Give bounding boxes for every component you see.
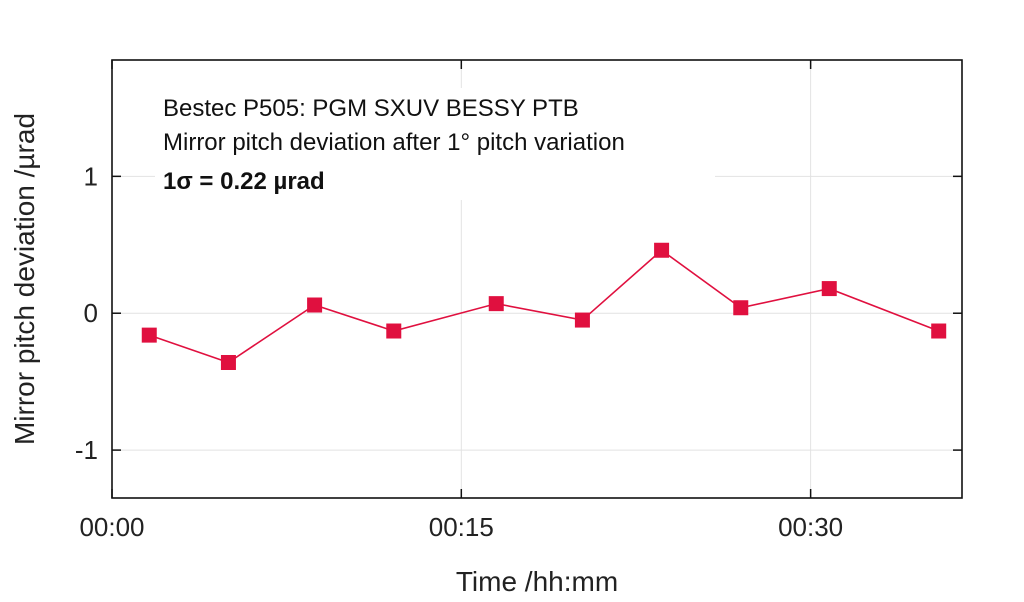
series-line — [148, 249, 940, 364]
annotation-line-3: 1σ = 0.22 µrad — [163, 168, 325, 195]
axis-ticks: 00:00 00:15 00:30 1 0 -1 — [75, 60, 962, 542]
annotation-line-1: Bestec P505: PGM SXUV BESSY PTB — [163, 95, 579, 122]
y-tick-label: 0 — [84, 298, 98, 328]
plot-frame — [111, 59, 963, 499]
x-tick-label: 00:00 — [79, 512, 144, 542]
data-point — [931, 323, 947, 339]
data-series — [141, 242, 947, 370]
x-tick-label: 00:15 — [429, 512, 494, 542]
data-point — [220, 354, 236, 370]
annotation-line-2: Mirror pitch deviation after 1° pitch va… — [163, 129, 625, 156]
data-point — [386, 323, 402, 339]
data-point — [488, 296, 504, 312]
data-point — [821, 281, 837, 297]
x-axis-title: Time /hh:mm — [456, 566, 618, 597]
data-point — [141, 327, 157, 343]
y-tick-label: -1 — [75, 435, 98, 465]
annotation-background — [155, 88, 715, 200]
data-point — [307, 297, 323, 313]
data-point — [733, 300, 749, 316]
y-axis-title: Mirror pitch deviation /µrad — [9, 113, 40, 445]
x-tick-label: 00:30 — [778, 512, 843, 542]
y-tick-label: 1 — [84, 161, 98, 191]
data-point — [574, 312, 590, 328]
data-point — [654, 242, 670, 258]
